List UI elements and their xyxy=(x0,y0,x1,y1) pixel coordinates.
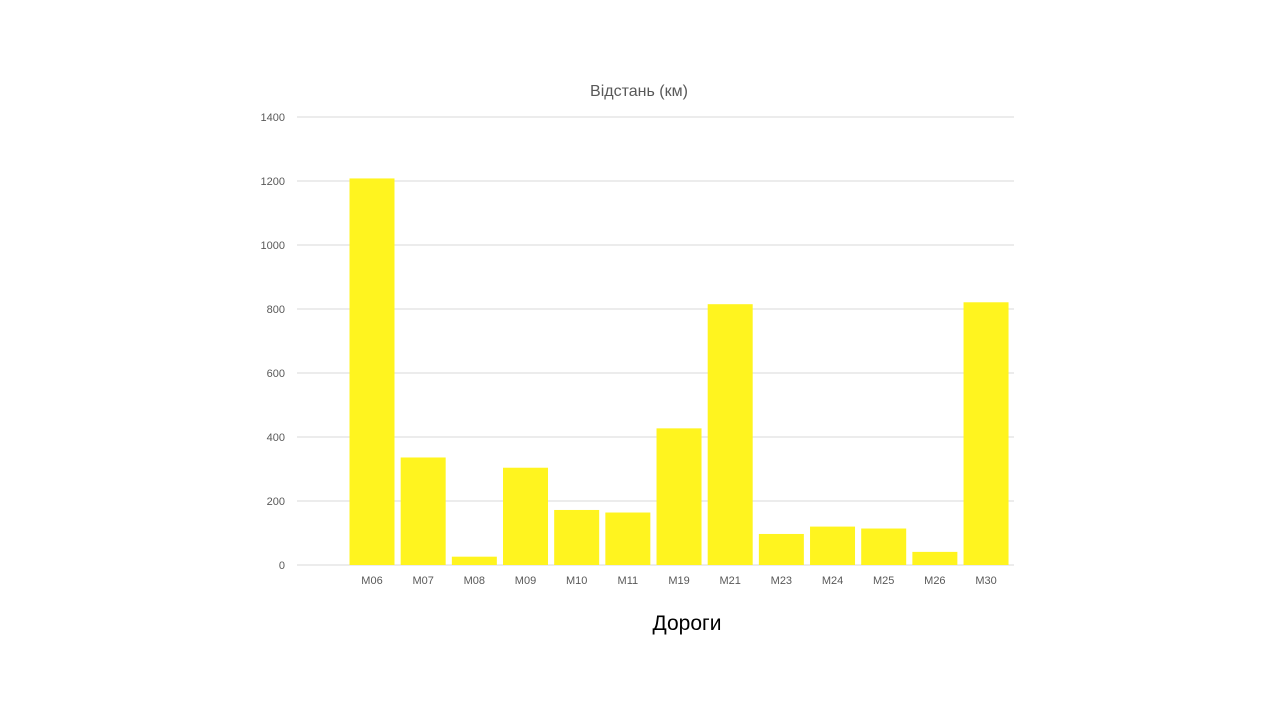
x-tick-label: М10 xyxy=(566,575,587,587)
x-tick-label: М21 xyxy=(719,575,740,587)
x-tick-label: М26 xyxy=(924,575,945,587)
y-axis-ticks: 0 200 400 600 800 1000 1200 1400 xyxy=(261,112,285,572)
y-tick-label: 1400 xyxy=(261,112,285,124)
x-tick-label: М08 xyxy=(464,575,485,587)
x-axis-label: Дороги xyxy=(653,612,722,635)
bar-М25 xyxy=(861,528,907,565)
bar-М24 xyxy=(810,526,856,565)
bar-М19 xyxy=(656,428,702,565)
y-tick-label: 0 xyxy=(279,560,285,572)
bar-М07 xyxy=(400,457,446,565)
y-tick-label: 1200 xyxy=(261,176,285,188)
x-tick-label: М19 xyxy=(668,575,689,587)
chart-title: Відстань (км) xyxy=(590,83,688,100)
bar-М06 xyxy=(349,178,395,565)
y-tick-label: 600 xyxy=(267,368,285,380)
bar-М08 xyxy=(451,556,497,565)
y-tick-label: 400 xyxy=(267,432,285,444)
y-tick-label: 800 xyxy=(267,304,285,316)
bar-М23 xyxy=(758,533,804,565)
y-tick-label: 200 xyxy=(267,496,285,508)
x-tick-label: М07 xyxy=(412,575,433,587)
bar-М26 xyxy=(912,551,958,565)
x-axis-ticks: М06 М07 М08 М09 М10 М11 М19 М21 М23 М24 М25 М26 М30 xyxy=(361,575,996,587)
x-tick-label: М25 xyxy=(873,575,894,587)
bars xyxy=(349,178,1009,565)
x-tick-label: М24 xyxy=(822,575,843,587)
bar-М10 xyxy=(554,509,600,565)
x-tick-label: М09 xyxy=(515,575,536,587)
bar-М30 xyxy=(963,302,1009,565)
x-tick-label: М06 xyxy=(361,575,382,587)
bar-М09 xyxy=(503,467,549,565)
y-tick-label: 1000 xyxy=(261,240,285,252)
bar-М21 xyxy=(707,304,753,565)
x-tick-label: М11 xyxy=(618,575,639,587)
bar-М11 xyxy=(605,512,651,565)
x-tick-label: М23 xyxy=(771,575,792,587)
x-tick-label: М30 xyxy=(975,575,996,587)
